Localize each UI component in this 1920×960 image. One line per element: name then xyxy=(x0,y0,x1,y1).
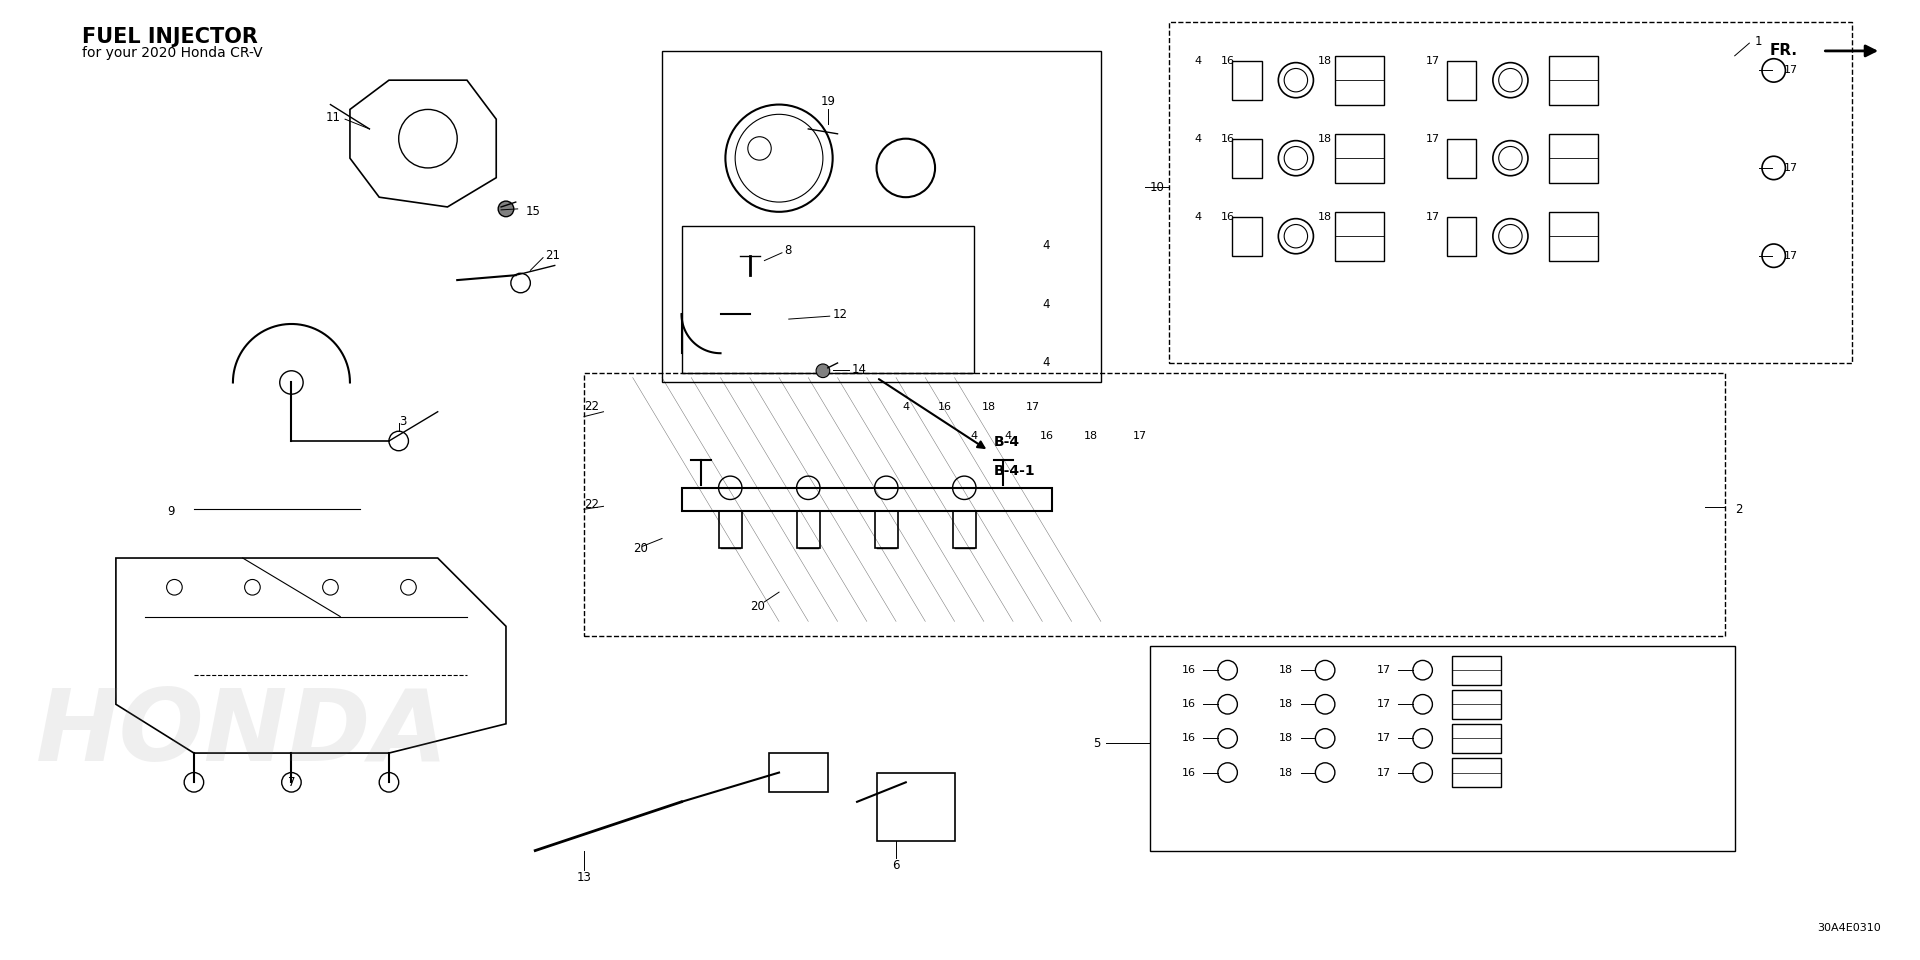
Text: B-4-1: B-4-1 xyxy=(993,464,1035,478)
Bar xyxy=(1448,60,1476,100)
Bar xyxy=(1452,724,1501,753)
Text: 17: 17 xyxy=(1377,665,1390,675)
Bar xyxy=(877,773,954,841)
Text: 17: 17 xyxy=(1425,133,1440,144)
Bar xyxy=(1233,138,1261,178)
Text: 4: 4 xyxy=(1043,298,1050,311)
Bar xyxy=(1452,689,1501,719)
Bar xyxy=(1549,56,1597,105)
Text: 17: 17 xyxy=(1377,768,1390,778)
Circle shape xyxy=(816,364,829,377)
Text: 30A4E0310: 30A4E0310 xyxy=(1816,924,1882,933)
Text: 1: 1 xyxy=(1755,35,1763,48)
Bar xyxy=(718,512,741,548)
Text: 13: 13 xyxy=(576,872,591,884)
Bar xyxy=(1233,60,1261,100)
Text: 17: 17 xyxy=(1784,251,1797,261)
Text: 16: 16 xyxy=(1181,768,1196,778)
Text: 16: 16 xyxy=(1041,431,1054,441)
Text: 17: 17 xyxy=(1784,65,1797,76)
Text: 21: 21 xyxy=(545,250,561,262)
Text: 9: 9 xyxy=(167,505,175,517)
Bar xyxy=(1452,656,1501,684)
Text: 8: 8 xyxy=(783,245,791,257)
Text: 18: 18 xyxy=(981,402,996,412)
Text: 16: 16 xyxy=(1221,133,1235,144)
Text: 22: 22 xyxy=(584,498,599,511)
Text: 3: 3 xyxy=(399,415,407,428)
Bar xyxy=(1334,133,1384,182)
Text: 14: 14 xyxy=(852,363,868,376)
Text: 18: 18 xyxy=(1279,768,1294,778)
Text: 16: 16 xyxy=(937,402,952,412)
Bar xyxy=(770,753,828,792)
Text: 16: 16 xyxy=(1221,212,1235,222)
Bar xyxy=(1549,212,1597,260)
Text: 18: 18 xyxy=(1279,733,1294,743)
Text: 17: 17 xyxy=(1784,163,1797,173)
Text: 18: 18 xyxy=(1085,431,1098,441)
Bar xyxy=(1233,217,1261,255)
Text: for your 2020 Honda CR-V: for your 2020 Honda CR-V xyxy=(83,46,263,60)
Text: B-4: B-4 xyxy=(993,435,1020,449)
Bar xyxy=(1448,217,1476,255)
Text: 4: 4 xyxy=(1043,239,1050,252)
Text: FR.: FR. xyxy=(1770,43,1799,59)
Text: 6: 6 xyxy=(893,858,900,872)
Bar xyxy=(1334,56,1384,105)
Text: 17: 17 xyxy=(1425,212,1440,222)
Text: 4: 4 xyxy=(1043,356,1050,370)
Text: 16: 16 xyxy=(1221,56,1235,65)
Text: 10: 10 xyxy=(1150,180,1164,194)
Bar xyxy=(797,512,820,548)
Bar xyxy=(952,512,975,548)
Text: 18: 18 xyxy=(1317,212,1332,222)
Text: 18: 18 xyxy=(1317,133,1332,144)
Text: 19: 19 xyxy=(820,94,835,108)
Text: 4: 4 xyxy=(970,431,977,441)
Text: 11: 11 xyxy=(326,110,340,124)
Text: 17: 17 xyxy=(1425,56,1440,65)
Text: 4: 4 xyxy=(1004,431,1012,441)
Text: 17: 17 xyxy=(1377,733,1390,743)
Text: 12: 12 xyxy=(833,308,847,321)
Text: 20: 20 xyxy=(634,541,647,555)
Text: 18: 18 xyxy=(1317,56,1332,65)
Bar xyxy=(1549,133,1597,182)
Text: 17: 17 xyxy=(1377,699,1390,709)
Circle shape xyxy=(497,201,515,217)
Text: 4: 4 xyxy=(902,402,910,412)
Bar xyxy=(1452,758,1501,787)
Bar xyxy=(1448,138,1476,178)
Text: 15: 15 xyxy=(526,205,540,218)
Bar xyxy=(1334,212,1384,260)
Text: 16: 16 xyxy=(1181,733,1196,743)
Text: 16: 16 xyxy=(1181,665,1196,675)
Text: 22: 22 xyxy=(584,400,599,414)
Bar xyxy=(876,512,899,548)
Text: HONDA: HONDA xyxy=(36,685,449,782)
Text: 7: 7 xyxy=(288,776,296,789)
Text: 17: 17 xyxy=(1025,402,1039,412)
Text: 18: 18 xyxy=(1279,665,1294,675)
Text: 20: 20 xyxy=(751,600,764,613)
Text: 4: 4 xyxy=(1194,212,1202,222)
Text: 4: 4 xyxy=(1194,133,1202,144)
Text: 5: 5 xyxy=(1094,737,1100,750)
Text: FUEL INJECTOR: FUEL INJECTOR xyxy=(83,27,257,46)
Text: 4: 4 xyxy=(1194,56,1202,65)
Text: 18: 18 xyxy=(1279,699,1294,709)
Text: 2: 2 xyxy=(1734,503,1741,516)
Text: 17: 17 xyxy=(1133,431,1146,441)
Text: 16: 16 xyxy=(1181,699,1196,709)
Bar xyxy=(682,488,1052,512)
